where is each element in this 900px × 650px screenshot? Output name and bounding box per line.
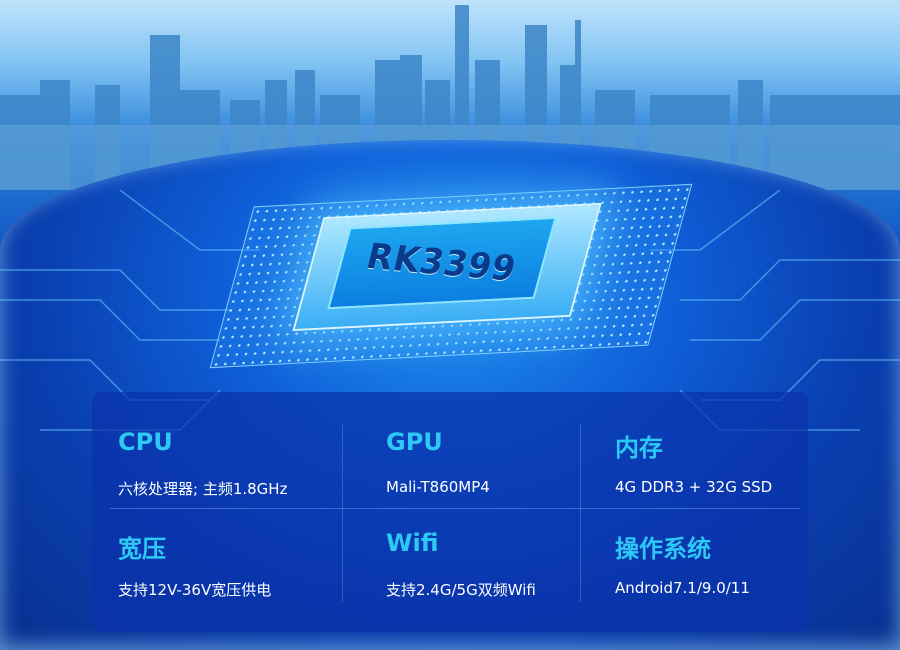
spec-title: 内存 [615,434,663,462]
chip-label: RK3399 [363,236,521,290]
spec-desc: Android7.1/9.0/11 [615,579,750,597]
column-divider [342,424,343,602]
spec-wifi: Wifi 支持2.4G/5G双频Wifi [386,501,586,617]
spec-gpu: GPU Mali-T860MP4 [386,400,586,516]
spec-desc: 六核处理器; 主频1.8GHz [118,480,288,498]
chip-die: RK3399 [327,216,557,310]
spec-title: 操作系统 [615,535,711,563]
spec-desc: 支持12V-36V宽压供电 [118,581,272,599]
spec-desc: Mali-T860MP4 [386,478,490,496]
spec-title: 宽压 [118,535,166,563]
spec-title: CPU [118,428,173,456]
spec-voltage: 宽压 支持12V-36V宽压供电 [118,501,318,617]
spec-panel [92,392,808,632]
spec-title: GPU [386,428,443,456]
spec-title: Wifi [386,529,439,557]
spec-cpu: CPU 六核处理器; 主频1.8GHz [118,400,318,516]
column-divider [580,424,581,602]
spec-memory: 内存 4G DDR3 + 32G SSD [615,400,815,516]
spec-desc: 4G DDR3 + 32G SSD [615,478,773,496]
row-divider [110,508,800,509]
spec-desc: 支持2.4G/5G双频Wifi [386,581,536,599]
spec-os: 操作系统 Android7.1/9.0/11 [615,501,815,617]
